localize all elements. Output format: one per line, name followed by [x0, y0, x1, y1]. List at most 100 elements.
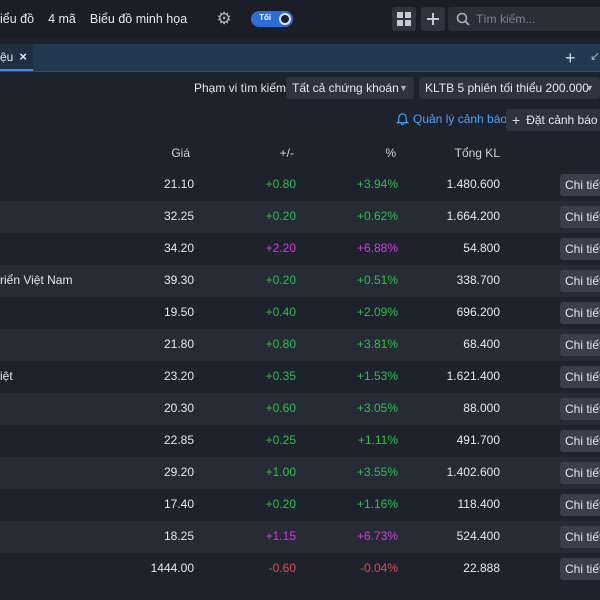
percent-cell: +2.09% [356, 305, 398, 319]
volume-cell: 1.621.400 [446, 369, 500, 383]
collapse-arrows-icon[interactable]: ↙ [590, 49, 600, 63]
detail-button[interactable]: Chi tiết [560, 174, 600, 196]
header-change[interactable]: +/- [279, 146, 294, 160]
tab-bar: ệu × + ↙ [0, 44, 600, 72]
change-cell: +0.35 [265, 369, 296, 383]
filter-bar: Phạm vi tìm kiếm: Tất cả chứng khoán ▼ K… [0, 72, 600, 104]
price-cell: 39.30 [163, 273, 194, 287]
table-row[interactable]: 18.25 +1.15 +6.73% 524.400 Chi tiết [0, 521, 600, 553]
search-scope-label: Phạm vi tìm kiếm: [194, 81, 290, 95]
theme-toggle-knob [279, 13, 292, 25]
change-cell: +0.60 [265, 401, 296, 415]
detail-button[interactable]: Chi tiết [560, 526, 600, 548]
volume-cell: 1.402.600 [446, 465, 500, 479]
price-cell: 23.20 [163, 369, 194, 383]
volume-cell: 524.400 [456, 529, 500, 543]
detail-button[interactable]: Chi tiết [560, 430, 600, 452]
table-row[interactable]: 32.25 +0.20 +0.62% 1.664.200 Chi tiết [0, 201, 600, 233]
gear-icon[interactable]: ⚙ [216, 9, 232, 28]
percent-cell: +0.62% [356, 209, 398, 223]
percent-cell: +6.73% [356, 529, 398, 543]
volume-cell: 1.664.200 [446, 209, 500, 223]
price-cell: 1444.00 [150, 561, 194, 575]
percent-cell: -0.04% [359, 561, 398, 575]
table-row[interactable]: riển Việt Nam 39.30 +0.20 +0.51% 338.700 Chi … [0, 265, 600, 297]
change-cell: +0.25 [265, 433, 296, 447]
price-cell: 21.80 [163, 337, 194, 351]
manage-alerts-label: Quản lý cảnh báo [413, 112, 508, 126]
table-row[interactable]: 34.20 +2.20 +6.88% 54.800 Chi tiết [0, 233, 600, 265]
tab-screener[interactable]: ệu × [0, 44, 33, 71]
volume-cell: 338.700 [456, 273, 500, 287]
scope-select[interactable]: Tất cả chứng khoán ▼ [286, 77, 414, 99]
price-cell: 19.50 [163, 305, 194, 319]
table-row[interactable]: 22.85 +0.25 +1.11% 491.700 Chi tiết [0, 425, 600, 457]
top-menu: iểu đồ 4 mã Biểu đồ minh họa [0, 0, 187, 38]
volume-cell: 54.800 [463, 241, 500, 255]
close-icon[interactable]: × [19, 49, 27, 64]
detail-button[interactable]: Chi tiết [560, 302, 600, 324]
volume-cell: 1.480.600 [446, 177, 500, 191]
price-cell: 22.85 [163, 433, 194, 447]
price-cell: 32.25 [163, 209, 194, 223]
theme-toggle[interactable]: Tối [251, 11, 294, 27]
detail-button[interactable]: Chi tiết [560, 398, 600, 420]
criteria-select[interactable]: KLTB 5 phiên tối thiểu 200.000 ▼ [419, 77, 600, 99]
percent-cell: +3.94% [356, 177, 398, 191]
detail-button[interactable]: Chi tiết [560, 462, 600, 484]
change-cell: +0.20 [265, 497, 296, 511]
detail-button[interactable]: Chi tiết [560, 238, 600, 260]
search-box [448, 7, 600, 31]
price-cell: 21.10 [163, 177, 194, 191]
percent-cell: +1.11% [357, 433, 398, 447]
set-alert-label: Đặt cảnh báo [526, 113, 598, 127]
table-body: 21.10 +0.80 +3.94% 1.480.600 Chi tiết 32.25 +0… [0, 169, 600, 585]
header-price[interactable]: Giá [171, 146, 190, 160]
set-alert-button[interactable]: + Đặt cảnh báo [506, 109, 600, 131]
detail-button[interactable]: Chi tiết [560, 334, 600, 356]
table-row[interactable]: 19.50 +0.40 +2.09% 696.200 Chi tiết [0, 297, 600, 329]
menu-chart[interactable]: iểu đồ [0, 12, 35, 26]
detail-button[interactable]: Chi tiết [560, 366, 600, 388]
percent-cell: +6.88% [356, 241, 398, 255]
stock-name: riển Việt Nam [0, 273, 73, 287]
volume-cell: 22.888 [463, 561, 500, 575]
search-icon [456, 12, 470, 26]
change-cell: -0.60 [268, 561, 296, 575]
stock-name: iệt [0, 369, 13, 383]
percent-cell: +0.51% [356, 273, 398, 287]
layout-button[interactable] [392, 7, 416, 31]
plus-icon [427, 13, 439, 25]
table-row[interactable]: iệt 23.20 +0.35 +1.53% 1.621.400 Chi tiết [0, 361, 600, 393]
table-row[interactable]: 1444.00 -0.60 -0.04% 22.888 Chi tiết [0, 553, 600, 585]
volume-cell: 118.400 [457, 497, 501, 511]
chevron-down-icon: ▼ [585, 83, 594, 93]
percent-cell: +1.16% [356, 497, 398, 511]
detail-button[interactable]: Chi tiết [560, 270, 600, 292]
change-cell: +1.00 [265, 465, 296, 479]
table-row[interactable]: 21.10 +0.80 +3.94% 1.480.600 Chi tiết [0, 169, 600, 201]
search-input[interactable] [476, 12, 596, 26]
volume-cell: 88.000 [463, 401, 500, 415]
header-volume[interactable]: Tổng KL [454, 146, 500, 160]
change-cell: +0.80 [265, 337, 296, 351]
price-cell: 34.20 [163, 241, 194, 255]
scope-select-value: Tất cả chứng khoán [292, 81, 399, 95]
detail-button[interactable]: Chi tiết [560, 206, 600, 228]
change-cell: +1.15 [265, 529, 296, 543]
manage-alerts-link[interactable]: Quản lý cảnh báo [396, 112, 507, 126]
table-row[interactable]: 17.40 +0.20 +1.16% 118.400 Chi tiết [0, 489, 600, 521]
menu-symbol-count[interactable]: 4 mã [48, 12, 76, 26]
table-row[interactable]: 20.30 +0.60 +3.05% 88.000 Chi tiết [0, 393, 600, 425]
header-percent[interactable]: % [385, 146, 396, 160]
grid-icon [397, 12, 411, 26]
menu-illustrative-chart[interactable]: Biểu đồ minh họa [89, 12, 188, 26]
detail-button[interactable]: Chi tiết [560, 494, 600, 516]
new-tab-plus-icon[interactable]: + [565, 48, 576, 68]
change-cell: +2.20 [265, 241, 296, 255]
add-button[interactable] [421, 7, 445, 31]
table-row[interactable]: 29.20 +1.00 +3.55% 1.402.600 Chi tiết [0, 457, 600, 489]
table-row[interactable]: 21.80 +0.80 +3.81% 68.400 Chi tiết [0, 329, 600, 361]
detail-button[interactable]: Chi tiết [560, 558, 600, 580]
alert-action-bar: Quản lý cảnh báo + Đặt cảnh báo [0, 104, 600, 136]
